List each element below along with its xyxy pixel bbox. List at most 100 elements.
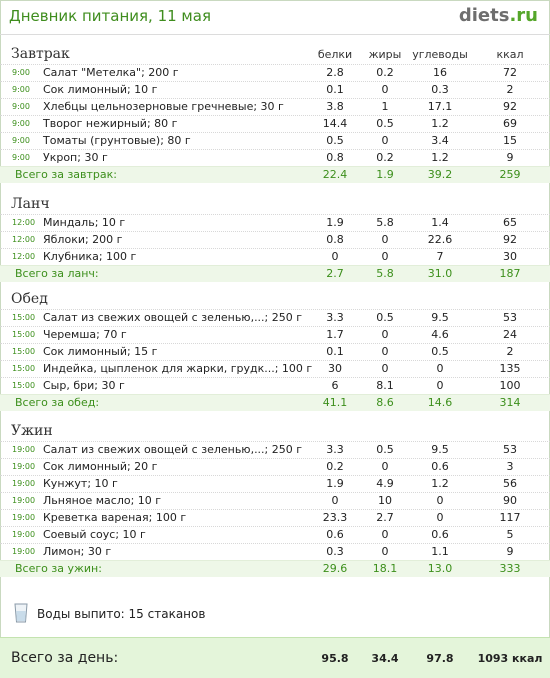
food-name[interactable]: Сок лимонный; 20 г <box>43 460 158 473</box>
section-total-fat: 5.8 <box>376 267 394 280</box>
food-name[interactable]: Креветка вареная; 100 г <box>43 511 187 524</box>
page-title: Дневник питания, 11 мая <box>9 7 211 25</box>
food-name[interactable]: Сыр, бри; 30 г <box>43 379 125 392</box>
food-row[interactable]: 15:00 Индейка, цыпленок для жарки, грудк.… <box>0 360 550 377</box>
food-protein: 6 <box>331 379 339 392</box>
meal-section: Завтрак белки жиры углеводы ккал 9:00 Салат "М… <box>0 44 550 183</box>
food-kcal: 90 <box>503 494 517 507</box>
food-fat: 4.9 <box>376 477 394 490</box>
food-carbs: 9.5 <box>431 311 449 324</box>
food-row[interactable]: 9:00 Хлебцы цельнозерновые гречневые; 30 … <box>0 98 550 115</box>
meal-section: Обед 15:00 Салат из свежих овощей с зелень… <box>0 289 550 411</box>
food-kcal: 2 <box>506 83 514 96</box>
section-total-carbs: 39.2 <box>427 168 453 181</box>
food-name[interactable]: Укроп; 30 г <box>43 151 108 164</box>
meal-time: 9:00 <box>12 153 30 162</box>
food-name[interactable]: Льняное масло; 10 г <box>43 494 162 507</box>
food-protein: 14.4 <box>322 117 348 130</box>
meal-section: Ланч 12:00 Миндаль; 10 г 1.9 5.8 1.4 65 12:00 Яб… <box>0 194 550 282</box>
food-name[interactable]: Миндаль; 10 г <box>43 216 126 229</box>
section-title: Ланч <box>11 196 50 212</box>
food-carbs: 0.5 <box>431 345 449 358</box>
food-name[interactable]: Творог нежирный; 80 г <box>43 117 178 130</box>
food-row[interactable]: 9:00 Томаты (грунтовые); 80 г 0.5 0 3.4 15 <box>0 132 550 149</box>
food-protein: 3.3 <box>326 443 344 456</box>
food-carbs: 22.6 <box>427 233 453 246</box>
food-row[interactable]: 19:00 Салат из свежих овощей с зеленью,..… <box>0 441 550 458</box>
food-row[interactable]: 15:00 Сыр, бри; 30 г 6 8.1 0 100 <box>0 377 550 394</box>
section-total-row: Всего за ужин: 29.6 18.1 13.0 333 <box>0 560 550 577</box>
food-row[interactable]: 12:00 Миндаль; 10 г 1.9 5.8 1.4 65 <box>0 214 550 231</box>
food-row[interactable]: 15:00 Салат из свежих овощей с зеленью,..… <box>0 309 550 326</box>
food-fat: 2.7 <box>376 511 394 524</box>
food-carbs: 7 <box>436 250 444 263</box>
food-row[interactable]: 12:00 Яблоки; 200 г 0.8 0 22.6 92 <box>0 231 550 248</box>
food-name[interactable]: Хлебцы цельнозерновые гречневые; 30 г <box>43 100 284 113</box>
food-name[interactable]: Салат из свежих овощей с зеленью,...; 25… <box>43 311 303 324</box>
meal-time: 19:00 <box>12 496 36 505</box>
logo-tld: .ru <box>509 5 538 26</box>
food-row[interactable]: 19:00 Лимон; 30 г 0.3 0 1.1 9 <box>0 543 550 560</box>
food-row[interactable]: 9:00 Укроп; 30 г 0.8 0.2 1.2 9 <box>0 149 550 166</box>
food-protein: 3.3 <box>326 311 344 324</box>
food-row[interactable]: 15:00 Черемша; 70 г 1.7 0 4.6 24 <box>0 326 550 343</box>
section-total-kcal: 259 <box>499 168 521 181</box>
food-name[interactable]: Сок лимонный; 15 г <box>43 345 158 358</box>
food-row[interactable]: 9:00 Сок лимонный; 10 г 0.1 0 0.3 2 <box>0 81 550 98</box>
section-total-fat: 1.9 <box>376 168 394 181</box>
food-fat: 0.2 <box>376 151 394 164</box>
food-name[interactable]: Кунжут; 10 г <box>43 477 118 490</box>
section-total-protein: 2.7 <box>326 267 344 280</box>
food-name[interactable]: Сок лимонный; 10 г <box>43 83 158 96</box>
food-row[interactable]: 19:00 Льняное масло; 10 г 0 10 0 90 <box>0 492 550 509</box>
food-fat: 0.5 <box>376 443 394 456</box>
food-name[interactable]: Томаты (грунтовые); 80 г <box>43 134 191 147</box>
food-fat: 0 <box>381 545 389 558</box>
food-row[interactable]: 19:00 Сок лимонный; 20 г 0.2 0 0.6 3 <box>0 458 550 475</box>
food-fat: 0 <box>381 362 389 375</box>
meal-time: 15:00 <box>12 347 36 356</box>
meal-time: 12:00 <box>12 218 36 227</box>
food-carbs: 0.6 <box>431 460 449 473</box>
food-name[interactable]: Черемша; 70 г <box>43 328 127 341</box>
food-protein: 30 <box>328 362 342 375</box>
food-fat: 0 <box>381 233 389 246</box>
food-carbs: 0.3 <box>431 83 449 96</box>
food-row[interactable]: 9:00 Творог нежирный; 80 г 14.4 0.5 1.2 69 <box>0 115 550 132</box>
food-protein: 1.9 <box>326 216 344 229</box>
food-row[interactable]: 15:00 Сок лимонный; 15 г 0.1 0 0.5 2 <box>0 343 550 360</box>
meal-time: 9:00 <box>12 85 30 94</box>
water-text: Воды выпито: 15 стаканов <box>37 607 206 621</box>
food-name[interactable]: Лимон; 30 г <box>43 545 112 558</box>
food-row[interactable]: 19:00 Креветка вареная; 100 г 23.3 2.7 0 117 <box>0 509 550 526</box>
day-total: Всего за день: 95.8 34.4 97.8 1093 ккал <box>0 637 550 678</box>
food-kcal: 15 <box>503 134 517 147</box>
food-carbs: 0 <box>436 511 444 524</box>
food-fat: 0 <box>381 134 389 147</box>
meal-time: 12:00 <box>12 252 36 261</box>
food-fat: 0 <box>381 250 389 263</box>
food-name[interactable]: Яблоки; 200 г <box>43 233 123 246</box>
meal-time: 19:00 <box>12 479 36 488</box>
section-total-protein: 29.6 <box>322 562 348 575</box>
food-fat: 8.1 <box>376 379 394 392</box>
meal-time: 19:00 <box>12 513 36 522</box>
food-row[interactable]: 12:00 Клубника; 100 г 0 0 7 30 <box>0 248 550 265</box>
food-name[interactable]: Соевый соус; 10 г <box>43 528 146 541</box>
food-carbs: 1.2 <box>431 117 449 130</box>
food-name[interactable]: Салат из свежих овощей с зеленью,...; 25… <box>43 443 303 456</box>
section-total-fat: 8.6 <box>376 396 394 409</box>
water-summary: Воды выпито: 15 стаканов <box>0 602 550 626</box>
site-logo[interactable]: diets.ru <box>459 5 538 26</box>
food-name[interactable]: Клубника; 100 г <box>43 250 137 263</box>
food-row[interactable]: 9:00 Салат "Метелка"; 200 г 2.8 0.2 16 72 <box>0 64 550 81</box>
food-name[interactable]: Индейка, цыпленок для жарки, грудк...; 1… <box>43 362 313 375</box>
food-fat: 0 <box>381 328 389 341</box>
column-header-kcal: ккал <box>496 48 524 61</box>
food-name[interactable]: Салат "Метелка"; 200 г <box>43 66 179 79</box>
food-row[interactable]: 19:00 Соевый соус; 10 г 0.6 0 0.6 5 <box>0 526 550 543</box>
food-row[interactable]: 19:00 Кунжут; 10 г 1.9 4.9 1.2 56 <box>0 475 550 492</box>
food-kcal: 9 <box>506 151 514 164</box>
food-kcal: 53 <box>503 443 517 456</box>
meal-time: 9:00 <box>12 136 30 145</box>
